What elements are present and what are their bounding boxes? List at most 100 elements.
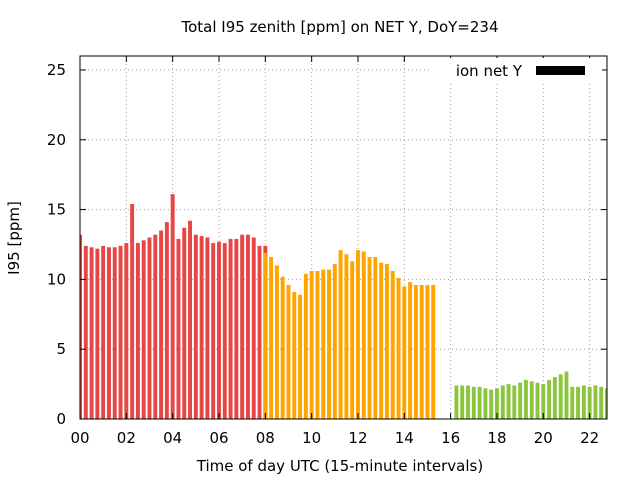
bar-orange [431, 284, 436, 419]
bar-orange [402, 286, 407, 419]
bar-orange [338, 250, 343, 419]
bar-orange [373, 257, 378, 419]
bar-orange [263, 252, 268, 419]
bar-red [217, 241, 221, 419]
bar-red [159, 230, 164, 419]
legend: ion net Y [430, 58, 602, 82]
y-tick-label: 20 [47, 131, 66, 149]
bar-orange [379, 262, 384, 419]
bar-orange [350, 261, 355, 419]
bar-orange [344, 254, 349, 419]
plot-frame [79, 55, 608, 420]
y-tick-label: 25 [47, 61, 66, 79]
bar-orange [332, 264, 337, 419]
bar-green [535, 382, 540, 419]
bar-red [205, 237, 210, 419]
ticks: 00 02 04 06 08 10 12 14 16 18 20 22 0 5 10 15 20 25 [47, 56, 607, 447]
x-tick-label: 10 [302, 429, 321, 447]
x-tick-label: 02 [117, 429, 136, 447]
bar-red [83, 245, 88, 419]
bar-red [228, 238, 233, 419]
bar-green [552, 377, 557, 419]
bar-red [222, 243, 227, 419]
bar-red [211, 243, 216, 419]
bar-green [547, 379, 552, 419]
bar-red [240, 234, 245, 419]
bar-red [130, 203, 135, 419]
bar-green [512, 385, 517, 419]
bar-green [466, 385, 470, 419]
bar-orange [292, 291, 297, 419]
bar-red [118, 245, 123, 419]
bar-green [506, 384, 511, 419]
x-tick-label: 04 [163, 429, 182, 447]
bar-red [89, 247, 94, 419]
bar-green [471, 386, 476, 419]
x-tick-label: 20 [534, 429, 553, 447]
bar-green [500, 385, 505, 419]
chart-title: Total I95 zenith [ppm] on NET Y, DoY=234 [180, 18, 498, 36]
bar-green [587, 386, 592, 419]
bar-green [483, 388, 488, 419]
bar-red [124, 243, 129, 419]
bar-red [141, 240, 146, 419]
bar-orange [315, 271, 320, 419]
bar-orange [298, 294, 303, 419]
bar-red [80, 234, 82, 419]
bar-red [164, 222, 169, 419]
bar-orange [309, 271, 314, 419]
bar-green [558, 374, 563, 419]
bar-red [147, 237, 152, 419]
bar-red [101, 245, 106, 419]
bar-green [593, 385, 598, 419]
bar-orange [419, 284, 424, 419]
bar-orange [425, 284, 430, 419]
x-tick-label: 22 [580, 429, 599, 447]
bar-orange [280, 276, 285, 419]
legend-label: ion net Y [456, 62, 523, 80]
bar-green [576, 386, 581, 419]
y-tick-label: 15 [47, 201, 66, 219]
bar-green [460, 385, 465, 419]
y-tick-label: 5 [56, 340, 66, 358]
x-tick-label: 06 [209, 429, 228, 447]
bar-green [564, 371, 569, 419]
bar-green [454, 385, 459, 419]
bar-green [529, 381, 534, 419]
bar-red [188, 220, 193, 419]
bar-orange [286, 284, 291, 419]
bar-orange [367, 257, 372, 419]
bar-red [251, 237, 256, 419]
bar-green [489, 389, 494, 419]
bar-orange [361, 251, 366, 419]
bar-orange [396, 277, 401, 419]
bar-orange [413, 284, 418, 419]
bar-green [541, 384, 546, 419]
bar-red [170, 194, 175, 419]
bar-orange [321, 269, 326, 419]
y-tick-label: 0 [56, 410, 66, 428]
bar-red [193, 234, 198, 419]
x-tick-label: 18 [487, 429, 506, 447]
bar-green [523, 379, 528, 419]
bar-green [477, 386, 482, 419]
bar-red [153, 234, 158, 419]
bar-red [112, 247, 117, 419]
x-tick-label: 08 [256, 429, 275, 447]
bar-orange [269, 257, 274, 419]
bar-red [257, 245, 262, 419]
bar-orange [327, 269, 331, 419]
bar-green [570, 386, 575, 419]
bar-red [182, 227, 187, 419]
bar-green [581, 385, 586, 419]
bar-orange [274, 265, 279, 419]
bar-red [199, 236, 204, 419]
x-axis-label: Time of day UTC (15-minute intervals) [196, 457, 483, 475]
legend-swatch [536, 66, 585, 75]
x-tick-label: 00 [70, 429, 89, 447]
bar-red [176, 238, 181, 419]
grid [80, 56, 607, 419]
bar-red [135, 243, 140, 419]
bar-orange [356, 250, 360, 419]
